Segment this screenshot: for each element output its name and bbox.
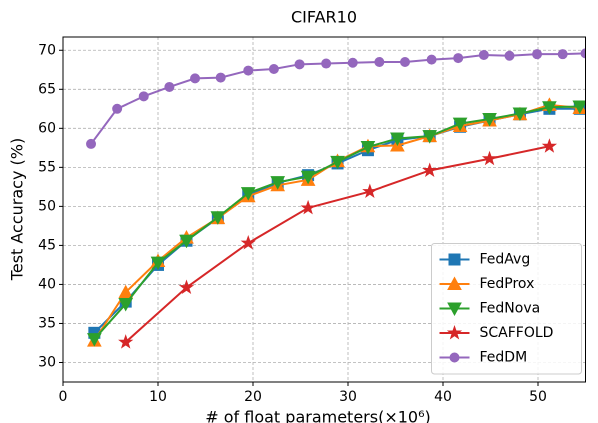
legend-label: FedDM [480,350,528,366]
marker [300,170,316,185]
marker [270,176,286,190]
marker [347,57,358,68]
series-line [125,145,550,343]
y-tick-label: 65 [38,81,56,97]
marker [422,162,438,177]
marker [330,155,345,170]
marker [210,211,226,225]
marker [400,56,410,67]
marker [426,54,437,65]
marker [481,150,498,166]
legend-marker [447,302,462,317]
marker [179,234,194,249]
marker [178,279,195,295]
legend-marker [447,276,462,290]
y-tick-label: 35 [38,315,56,331]
marker [240,235,256,250]
y-tick-label: 45 [38,237,56,253]
legend-label: FedAvg [480,252,531,268]
y-tick-label: 50 [38,198,56,214]
marker [240,187,256,201]
chart-title: CIFAR10 [291,8,357,27]
legend-marker [448,253,461,266]
legend-box [431,243,582,375]
x-tick-label: 10 [149,389,167,405]
marker [118,297,134,312]
marker [422,130,438,144]
legend-label: FedProx [480,276,535,292]
legend-label: SCAFFOLD [480,325,554,341]
plot-frame [62,36,586,383]
y-axis-label: Test Accuracy (%) [8,138,27,281]
marker [87,333,102,347]
marker [512,107,528,122]
marker [268,64,279,75]
y-tick-label: 55 [38,159,56,175]
marker [580,48,586,59]
marker [541,138,558,153]
series-line [90,52,586,145]
y-tick-label: 70 [38,42,56,58]
marker [532,49,543,60]
marker [542,101,557,115]
marker [572,100,586,115]
legend-label: FedNova [480,301,541,317]
marker [321,58,332,69]
marker [557,49,568,60]
y-tick-label: 30 [38,354,56,370]
y-tick-label: 40 [38,276,56,292]
marker [215,72,226,83]
marker [478,49,489,60]
x-axis-label: # of float parameters(×10⁶) [205,408,431,423]
y-tick-label: 60 [38,120,56,136]
marker [112,103,123,114]
marker [243,65,254,76]
marker [300,199,316,215]
marker [374,56,385,67]
marker [362,183,378,199]
marker [504,50,515,61]
plot-area [86,48,586,349]
x-tick-label: 40 [434,389,452,405]
legend-marker [446,324,463,340]
marker [118,284,134,299]
marker [150,256,166,271]
marker [190,73,201,84]
marker [138,91,149,102]
marker [452,117,468,132]
marker [453,53,464,64]
x-tick-label: 20 [244,389,262,405]
marker [86,138,97,149]
marker [390,132,405,147]
x-tick-label: 50 [529,389,547,405]
x-tick-label: 0 [59,389,68,405]
marker [294,59,305,70]
marker [118,334,134,349]
legend-marker [449,352,460,363]
marker [482,112,497,127]
marker [164,81,175,92]
marker [360,141,376,155]
x-tick-label: 30 [339,389,357,405]
